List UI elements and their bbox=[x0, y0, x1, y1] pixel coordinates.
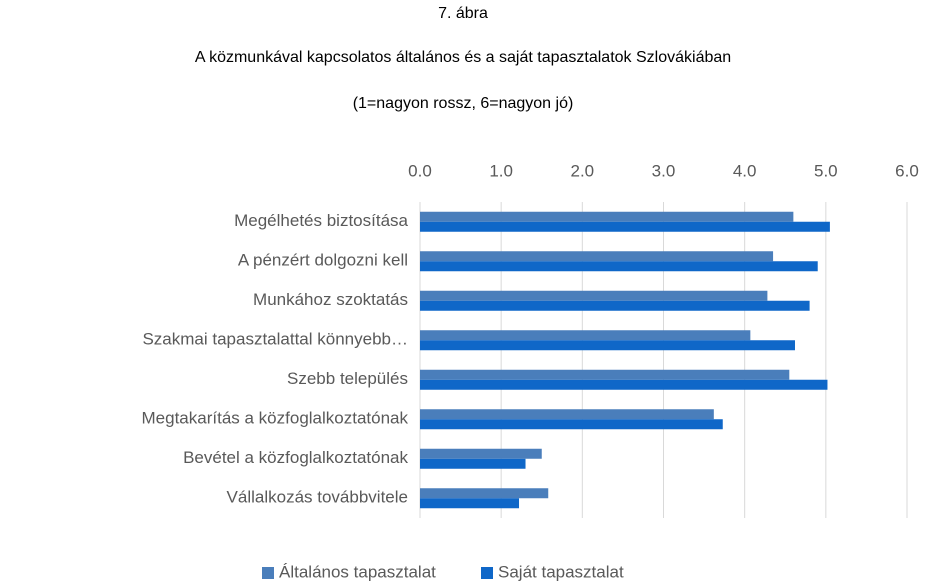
y-tick-label: Megélhetés biztosítása bbox=[234, 211, 408, 230]
x-tick-label: 5.0 bbox=[814, 161, 838, 180]
bar bbox=[420, 458, 526, 469]
legend-label: Általános tapasztalat bbox=[279, 562, 436, 581]
x-tick-label: 0.0 bbox=[408, 161, 432, 180]
bar bbox=[420, 221, 830, 232]
bar bbox=[420, 211, 794, 222]
bar bbox=[420, 409, 714, 420]
legend-swatch bbox=[262, 567, 274, 579]
bar bbox=[420, 419, 723, 430]
bar bbox=[420, 488, 549, 499]
y-tick-label: Vállalkozás továbbvitele bbox=[227, 488, 408, 507]
bar bbox=[420, 300, 810, 311]
y-tick-label: Megtakarítás a közfoglalkoztatónak bbox=[142, 409, 409, 428]
legend-label: Saját tapasztalat bbox=[498, 562, 624, 581]
y-tick-label: Szakmai tapasztalattal könnyebb… bbox=[142, 330, 408, 349]
bar bbox=[420, 251, 774, 262]
bar bbox=[420, 379, 828, 390]
y-tick-label: Munkához szoktatás bbox=[253, 290, 408, 309]
x-tick-label: 6.0 bbox=[895, 161, 919, 180]
chart-title: A közmunkával kapcsolatos általános és a… bbox=[195, 49, 731, 66]
y-tick-label: Bevétel a közfoglalkoztatónak bbox=[183, 448, 408, 467]
y-tick-label: Szebb település bbox=[287, 369, 408, 388]
bar bbox=[420, 448, 542, 459]
bar bbox=[420, 261, 818, 272]
bar bbox=[420, 498, 520, 509]
x-tick-label: 1.0 bbox=[489, 161, 513, 180]
x-tick-label: 4.0 bbox=[733, 161, 757, 180]
y-tick-label: A pénzért dolgozni kell bbox=[238, 251, 408, 270]
legend-swatch bbox=[481, 567, 493, 579]
x-tick-label: 3.0 bbox=[652, 161, 676, 180]
bar bbox=[420, 369, 790, 380]
bar bbox=[420, 340, 795, 351]
bar bbox=[420, 290, 768, 301]
bar bbox=[420, 330, 751, 341]
chart-title: 7. ábra bbox=[438, 5, 488, 22]
chart-subtitle: (1=nagyon rossz, 6=nagyon jó) bbox=[353, 95, 574, 112]
x-tick-label: 2.0 bbox=[571, 161, 595, 180]
